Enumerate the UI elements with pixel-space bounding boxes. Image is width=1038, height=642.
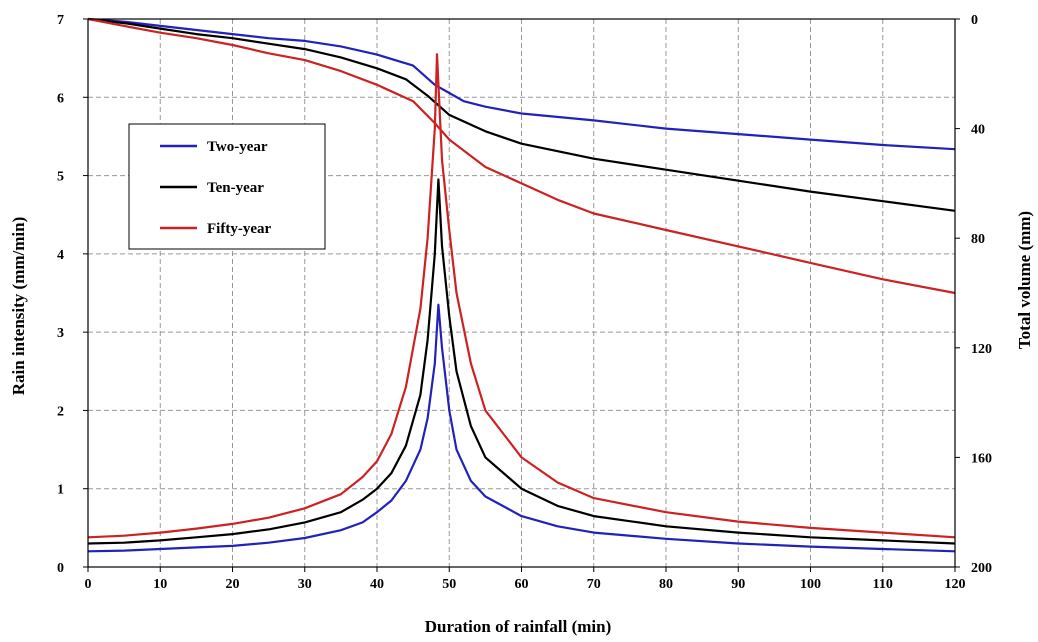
x-tick-label: 20 [226,577,240,592]
x-tick-label: 30 [298,577,312,592]
y-tick-label: 5 [57,170,64,185]
y2-axis-title: Total volume (mm) [1015,211,1034,349]
x-tick-label: 60 [515,577,529,592]
x-tick-label: 80 [659,577,673,592]
legend-label: Ten-year [207,180,264,196]
y2-tick-label: 200 [971,561,992,576]
x-tick-label: 50 [442,577,456,592]
y-tick-label: 2 [57,404,64,419]
x-axis-title: Duration of rainfall (min) [425,617,612,636]
two-year-intensity-line [87,303,956,553]
y2-tick-label: 0 [971,13,978,28]
x-tick-label: 40 [370,577,384,592]
y-tick-label: 7 [57,13,64,28]
y-tick-label: 1 [57,483,64,498]
gridlines [88,19,955,567]
legend-label: Two-year [207,139,268,155]
legend: Two-year Ten-year Fifty-year [128,123,326,250]
x-tick-label: 100 [800,577,821,592]
x-tick-label: 70 [587,577,601,592]
x-tick-label: 10 [153,577,167,592]
y2-tick-label: 40 [971,123,985,138]
x-tick-label: 110 [873,577,893,592]
x-tick-label: 90 [731,577,745,592]
y2-tick-label: 120 [971,342,992,357]
y-tick-label: 6 [57,91,64,106]
fifty-year-intensity-line [87,53,956,539]
y-axis-title: Rain intensity (mm/min) [9,217,28,396]
y-tick-label: 4 [57,248,64,263]
x-tick-label: 120 [945,577,966,592]
ten-year-volume-line [87,17,956,212]
y-tick-label: 3 [57,326,64,341]
two-year-volume-line [87,17,956,151]
y-tick-label: 0 [57,561,64,576]
y2-tick-label: 160 [971,451,992,466]
ten-year-intensity-line [87,178,956,545]
x-tick-label: 0 [85,577,92,592]
legend-label: Fifty-year [207,221,271,237]
series-lines [87,17,956,553]
y2-tick-label: 80 [971,232,985,247]
